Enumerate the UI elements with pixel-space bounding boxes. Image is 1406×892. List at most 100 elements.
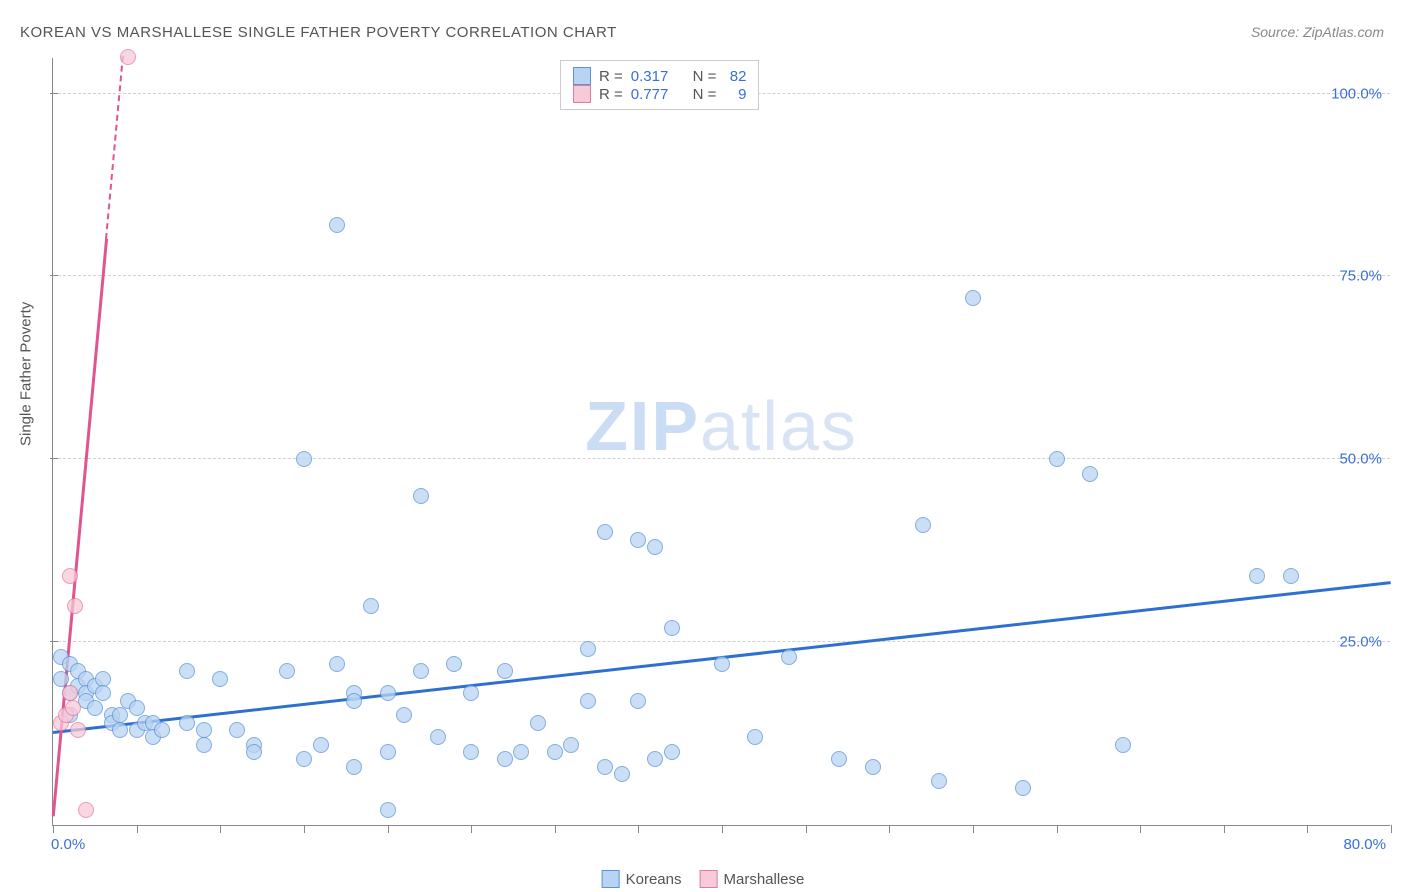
scatter-point [563,737,579,753]
scatter-point [65,700,81,716]
scatter-point [597,759,613,775]
x-tick [471,825,472,833]
y-tick-label: 50.0% [1339,451,1382,468]
legend-swatch [700,870,718,888]
scatter-point [179,663,195,679]
scatter-point [329,217,345,233]
scatter-point [112,722,128,738]
scatter-point [95,685,111,701]
y-tick [50,641,58,642]
gridline [53,275,1390,276]
scatter-point [62,568,78,584]
scatter-point [915,517,931,533]
chart-source: Source: ZipAtlas.com [1251,24,1384,40]
scatter-point [647,539,663,555]
gridline [53,458,1390,459]
scatter-point [463,744,479,760]
scatter-point [664,744,680,760]
x-tick [806,825,807,833]
x-tick [220,825,221,833]
x-tick [555,825,556,833]
scatter-point [380,685,396,701]
trend-line-dash [105,56,124,239]
x-tick [1391,825,1392,833]
x-tick [889,825,890,833]
scatter-point [112,707,128,723]
scatter-point [154,722,170,738]
legend-series: Koreans Marshallese [602,870,805,888]
scatter-point [831,751,847,767]
scatter-point [931,773,947,789]
scatter-point [120,49,136,65]
scatter-point [430,729,446,745]
scatter-point [179,715,195,731]
scatter-point [346,759,362,775]
scatter-point [329,656,345,672]
x-tick [1057,825,1058,833]
scatter-point [630,693,646,709]
scatter-point [1049,451,1065,467]
gridline [53,641,1390,642]
scatter-point [396,707,412,723]
scatter-point [446,656,462,672]
legend-r-label: R = [599,86,623,103]
scatter-point [196,737,212,753]
scatter-point [296,451,312,467]
scatter-point [380,802,396,818]
legend-stats-row: R = 0.777 N = 9 [573,85,746,103]
scatter-point [78,802,94,818]
x-tick [388,825,389,833]
scatter-point [67,598,83,614]
chart-container: KOREAN VS MARSHALLESE SINGLE FATHER POVE… [0,0,1406,892]
scatter-point [53,671,69,687]
legend-swatch [573,85,591,103]
y-tick-label: 75.0% [1339,268,1382,285]
y-axis-title: Single Father Poverty [18,302,35,446]
plot-area: ZIPatlas 25.0%50.0%75.0%100.0%0.0%80.0% [52,58,1390,826]
legend-series-label: Marshallese [724,871,805,888]
scatter-point [1082,466,1098,482]
legend-stats-row: R = 0.317 N = 82 [573,67,746,85]
x-tick [53,825,54,833]
y-tick-label: 100.0% [1331,85,1382,102]
scatter-point [1283,568,1299,584]
scatter-point [95,671,111,687]
scatter-point [413,488,429,504]
scatter-point [246,744,262,760]
watermark: ZIPatlas [585,386,858,466]
scatter-point [196,722,212,738]
x-tick [1224,825,1225,833]
scatter-point [212,671,228,687]
scatter-point [70,722,86,738]
chart-title: KOREAN VS MARSHALLESE SINGLE FATHER POVE… [20,24,617,41]
x-tick [638,825,639,833]
scatter-point [1249,568,1265,584]
scatter-point [279,663,295,679]
legend-n-value: 82 [724,68,746,85]
x-tick-label: 0.0% [51,836,85,853]
scatter-point [547,744,563,760]
scatter-point [346,693,362,709]
scatter-point [664,620,680,636]
legend-swatch [573,67,591,85]
legend-stats: R = 0.317 N = 82R = 0.777 N = 9 [560,60,759,110]
scatter-point [87,700,103,716]
x-tick [722,825,723,833]
scatter-point [1115,737,1131,753]
x-tick [137,825,138,833]
scatter-point [781,649,797,665]
scatter-point [965,290,981,306]
legend-r-value: 0.317 [631,68,669,85]
y-tick [50,93,58,94]
scatter-point [62,685,78,701]
scatter-point [413,663,429,679]
legend-series-label: Koreans [626,871,682,888]
y-tick [50,458,58,459]
legend-n-label: N = [693,68,717,85]
legend-n-value: 9 [724,86,746,103]
legend-n-label: N = [693,86,717,103]
scatter-point [296,751,312,767]
legend-series-item: Koreans [602,870,682,888]
scatter-point [497,751,513,767]
x-tick [973,825,974,833]
